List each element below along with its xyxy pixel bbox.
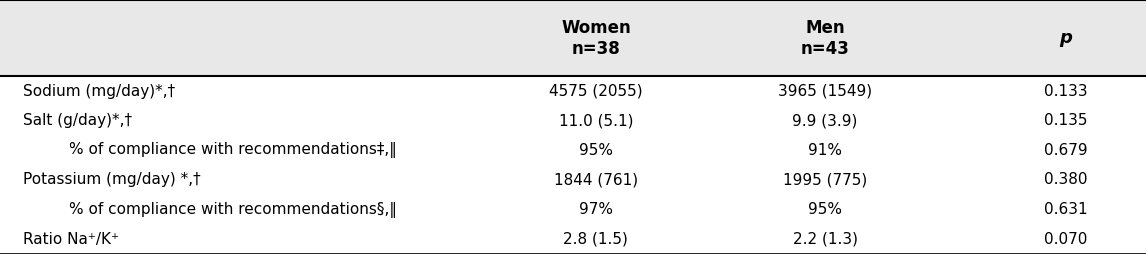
Text: Ratio Na⁺/K⁺: Ratio Na⁺/K⁺ (23, 232, 119, 247)
Text: 3965 (1549): 3965 (1549) (778, 84, 872, 99)
Text: 4575 (2055): 4575 (2055) (549, 84, 643, 99)
Text: Men
n=43: Men n=43 (801, 19, 849, 57)
Text: % of compliance with recommendations‡,‖: % of compliance with recommendations‡,‖ (69, 142, 397, 158)
Text: 1844 (761): 1844 (761) (554, 172, 638, 187)
Text: 2.2 (1.3): 2.2 (1.3) (793, 232, 857, 247)
Text: 0.070: 0.070 (1044, 232, 1088, 247)
Text: 0.380: 0.380 (1044, 172, 1088, 187)
Text: 9.9 (3.9): 9.9 (3.9) (792, 113, 858, 128)
Text: 95%: 95% (808, 202, 842, 217)
Text: p: p (1059, 29, 1073, 47)
Text: Sodium (mg/day)*,†: Sodium (mg/day)*,† (23, 84, 175, 99)
Text: 0.133: 0.133 (1044, 84, 1088, 99)
Text: Potassium (mg/day) *,†: Potassium (mg/day) *,† (23, 172, 201, 187)
Text: 0.631: 0.631 (1044, 202, 1088, 217)
Text: 91%: 91% (808, 143, 842, 158)
Text: 0.135: 0.135 (1044, 113, 1088, 128)
Text: 2.8 (1.5): 2.8 (1.5) (564, 232, 628, 247)
Text: Salt (g/day)*,†: Salt (g/day)*,† (23, 113, 132, 128)
Text: 1995 (775): 1995 (775) (783, 172, 868, 187)
Text: Women
n=38: Women n=38 (562, 19, 630, 57)
Text: 11.0 (5.1): 11.0 (5.1) (558, 113, 634, 128)
Text: 97%: 97% (579, 202, 613, 217)
Text: % of compliance with recommendations§,‖: % of compliance with recommendations§,‖ (69, 202, 397, 217)
Text: 0.679: 0.679 (1044, 143, 1088, 158)
FancyBboxPatch shape (0, 0, 1146, 76)
Text: 95%: 95% (579, 143, 613, 158)
